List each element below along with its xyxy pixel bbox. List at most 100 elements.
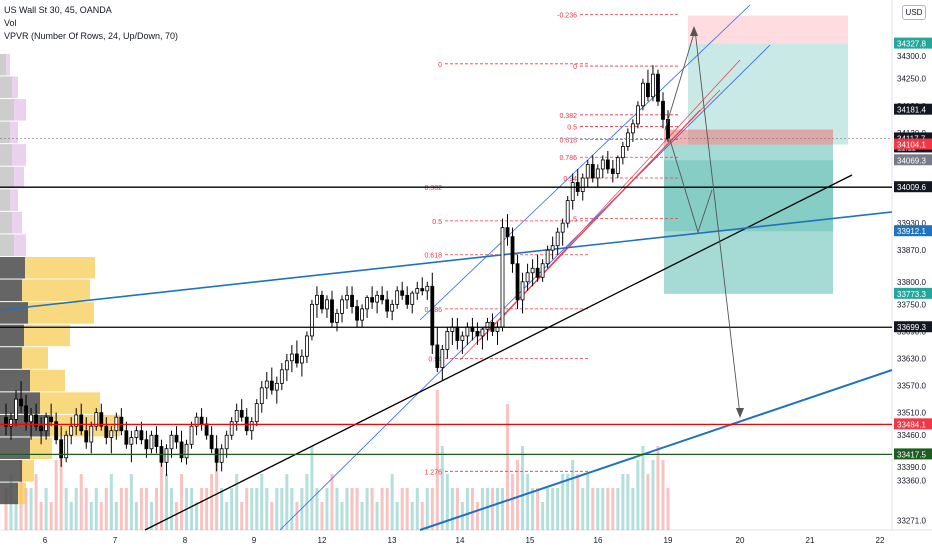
volume-bar	[526, 474, 530, 530]
symbol-title[interactable]: US Wall St 30, 45, OANDA	[4, 5, 112, 15]
candle-down	[590, 164, 595, 179]
volume-bar	[606, 488, 610, 530]
vp-row-up	[6, 53, 10, 76]
x-tick-label: 12	[318, 536, 327, 545]
arrow-head	[690, 26, 698, 36]
vp-row-up	[14, 234, 26, 256]
y-tick-label: 34300.0	[897, 52, 926, 61]
volume-bar	[225, 502, 229, 530]
volume-bar	[230, 488, 234, 530]
candle-down	[455, 326, 460, 341]
vp-row-up	[25, 256, 95, 279]
volume-bar	[255, 488, 259, 530]
candle-down	[380, 294, 385, 301]
volume-bar	[4, 488, 8, 530]
candle-up	[630, 123, 635, 134]
candle-up	[134, 430, 139, 438]
candle-up	[305, 335, 309, 357]
volume-bar	[315, 488, 319, 530]
candle-up	[651, 73, 655, 98]
candle-up	[480, 328, 485, 337]
y-tick-label: 33870.0	[897, 246, 926, 255]
fib-left-label: 0.618	[424, 253, 442, 260]
vpvr-indicator-label[interactable]: VPVR (Number Of Rows, 24, Up/Down, 70)	[4, 31, 179, 41]
x-tick-label: 19	[664, 536, 673, 545]
candle-down	[179, 441, 184, 459]
vp-row-down	[0, 279, 22, 302]
volume-bar	[355, 488, 359, 530]
candle-up	[440, 349, 445, 368]
volume-bar	[661, 460, 665, 530]
candle-down	[239, 410, 244, 418]
volume-bar	[335, 488, 339, 530]
channel-red-2	[479, 89, 721, 341]
volume-bar	[220, 488, 224, 530]
candle-down	[661, 100, 665, 120]
candle-up	[315, 294, 319, 305]
vp-row-down	[0, 189, 10, 211]
candle-up	[395, 290, 400, 305]
volume-bar	[285, 474, 289, 530]
vp-row-down	[0, 460, 22, 482]
candle-up	[565, 200, 570, 224]
volume-bar	[340, 502, 344, 530]
x-tick-label: 14	[456, 536, 465, 545]
price-badge-label: 34104.1	[897, 141, 926, 150]
target-zone	[664, 144, 833, 294]
volume-bar	[440, 446, 444, 530]
fib-left-label: 0	[438, 62, 442, 69]
candle-down	[475, 331, 480, 337]
x-tick-label: 6	[43, 536, 48, 545]
fib-right-label: 0.618	[559, 138, 577, 145]
candle-up	[69, 425, 74, 436]
price-badge	[894, 103, 932, 115]
candle-down	[24, 405, 28, 423]
candle-up	[129, 437, 134, 445]
volume-bar	[190, 488, 194, 530]
candle-up	[530, 267, 535, 274]
candle-up	[550, 245, 555, 251]
x-tick-label: 13	[388, 536, 397, 545]
volume-bar	[511, 474, 515, 530]
volume-bar	[169, 488, 174, 530]
volume-bar	[561, 474, 565, 530]
candle-up	[284, 360, 289, 371]
price-badge	[894, 138, 932, 150]
candle-up	[164, 448, 169, 463]
candle-down	[34, 414, 38, 427]
candle-down	[79, 414, 84, 432]
price-badge	[894, 321, 932, 333]
candle-up	[485, 322, 490, 330]
volume-bar	[516, 460, 520, 530]
volume-bar	[215, 460, 219, 530]
fib-left-label: 0.5	[432, 219, 442, 226]
vp-row-down	[0, 99, 14, 121]
candle-down	[49, 416, 54, 423]
volume-bar	[325, 488, 329, 530]
fib-right-label: 0.5	[567, 125, 577, 132]
volume-bar	[500, 488, 505, 530]
volume-bar	[24, 488, 28, 530]
volume-indicator-label[interactable]: Vol	[4, 18, 17, 28]
candle-up	[169, 434, 174, 450]
volume-bar	[631, 488, 635, 530]
candle-up	[229, 421, 234, 436]
candle-down	[59, 439, 64, 459]
volume-bar	[536, 488, 540, 530]
volume-bar	[235, 474, 239, 530]
candle-down	[84, 430, 89, 443]
candle-up	[259, 387, 264, 405]
vp-row-up	[40, 392, 100, 414]
volume-bar	[470, 488, 474, 530]
volume-bar	[109, 474, 113, 530]
candlesticks	[4, 65, 670, 476]
volume-bar	[636, 460, 640, 530]
vp-row-down	[0, 482, 18, 505]
candle-up	[89, 425, 94, 443]
volume-bar	[651, 460, 655, 530]
arrow-head	[736, 408, 744, 418]
volume-bar	[44, 488, 48, 530]
currency-button[interactable]: USD	[902, 5, 926, 20]
candle-down	[405, 294, 410, 305]
